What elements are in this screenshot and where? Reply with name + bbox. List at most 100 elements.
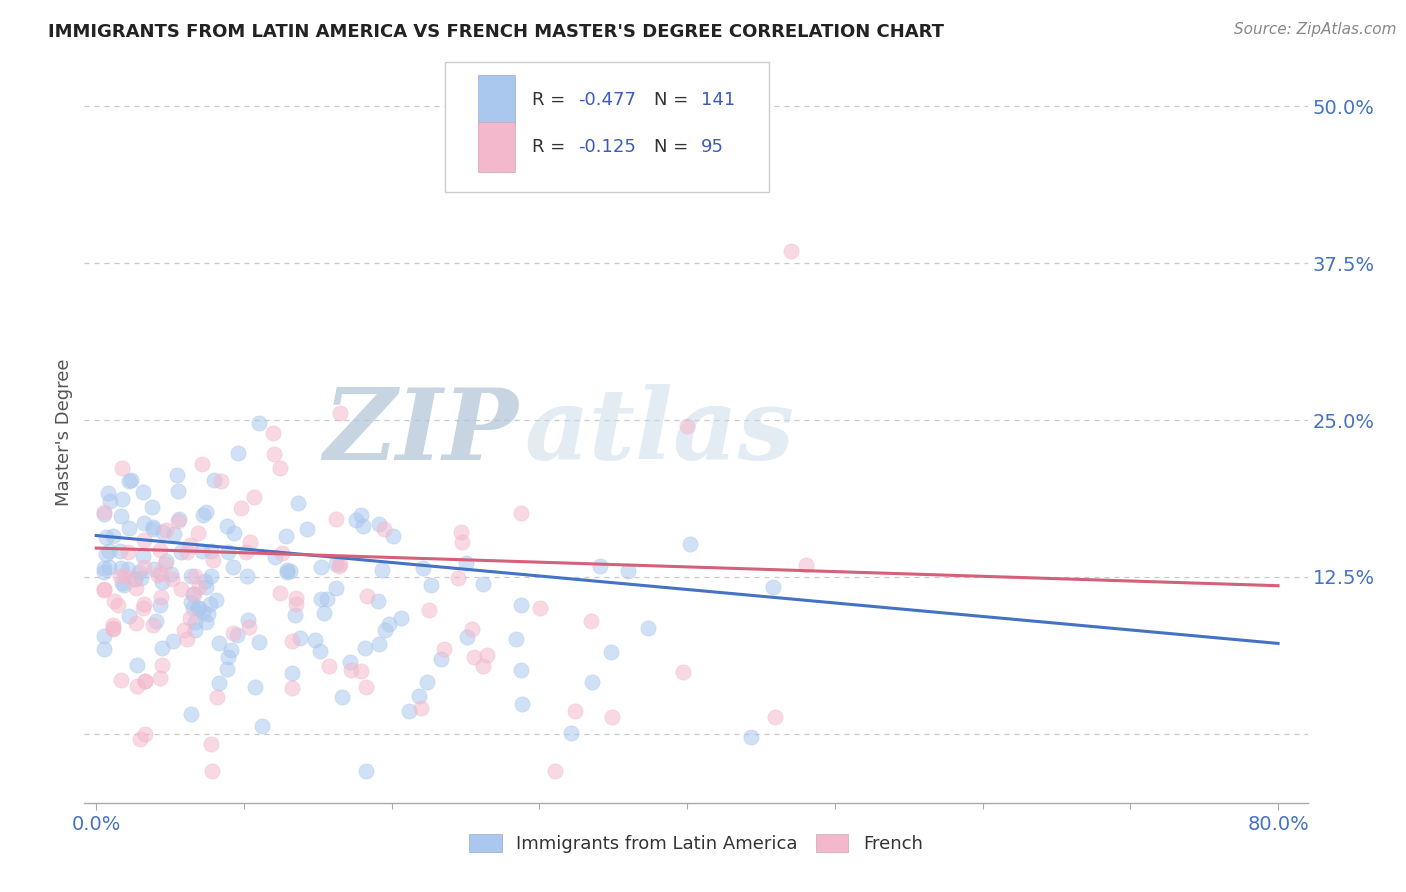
Point [231, 500, 253, 515]
Point [187, 525, 209, 540]
Point [450, 524, 472, 539]
Point [311, 592, 333, 607]
Point [125, 581, 148, 595]
Point [447, 571, 470, 585]
Point [93, 582, 115, 597]
Point [297, 522, 319, 536]
Point [309, 644, 332, 658]
Point [124, 572, 146, 586]
Point [281, 634, 304, 648]
Point [367, 637, 389, 651]
Point [187, 601, 209, 615]
Point [676, 419, 699, 434]
Point [97, 544, 120, 558]
Point [311, 560, 333, 574]
Point [134, 674, 156, 689]
Point [117, 561, 139, 575]
Point [179, 538, 201, 552]
Text: -0.125: -0.125 [578, 138, 637, 156]
Point [110, 575, 132, 590]
Point [187, 580, 209, 594]
Point [325, 581, 347, 595]
Point [160, 572, 183, 586]
Point [416, 675, 439, 690]
Point [356, 764, 378, 779]
Point [134, 727, 156, 741]
Point [475, 648, 498, 662]
Point [93, 642, 115, 657]
Point [763, 710, 786, 724]
Point [581, 674, 603, 689]
Point [148, 599, 170, 613]
FancyBboxPatch shape [478, 122, 515, 172]
Point [149, 543, 172, 558]
Point [226, 628, 249, 642]
Point [125, 679, 148, 693]
Point [217, 649, 239, 664]
Point [408, 690, 430, 704]
Point [589, 558, 612, 573]
Point [247, 416, 270, 430]
Point [200, 737, 222, 751]
Point [325, 557, 347, 571]
FancyBboxPatch shape [478, 75, 515, 125]
Point [98, 494, 121, 508]
Point [245, 681, 267, 695]
Point [146, 568, 169, 582]
Point [170, 544, 193, 558]
Point [204, 593, 226, 607]
Point [222, 559, 245, 574]
Point [176, 544, 198, 558]
Point [616, 564, 638, 578]
Point [184, 569, 207, 583]
Point [110, 560, 132, 574]
Point [762, 580, 785, 594]
Point [356, 589, 378, 603]
Text: 95: 95 [700, 138, 724, 156]
Point [118, 609, 141, 624]
Point [125, 615, 148, 630]
Point [316, 592, 339, 607]
Point [330, 690, 353, 705]
Point [456, 630, 478, 644]
Point [238, 620, 260, 634]
Point [142, 561, 165, 575]
Point [510, 663, 533, 677]
Point [183, 601, 205, 615]
Point [110, 508, 132, 523]
Point [263, 549, 285, 564]
Point [270, 546, 292, 560]
Point [418, 603, 440, 617]
Point [472, 577, 495, 591]
Point [353, 641, 375, 656]
Point [208, 636, 231, 650]
Point [288, 631, 311, 645]
Point [131, 549, 153, 563]
Point [329, 558, 352, 572]
Point [200, 569, 222, 583]
Point [183, 624, 205, 638]
Point [93, 629, 115, 643]
Point [377, 617, 399, 632]
Point [93, 507, 115, 521]
Point [382, 529, 405, 543]
Text: IMMIGRANTS FROM LATIN AMERICA VS FRENCH MASTER'S DEGREE CORRELATION CHART: IMMIGRANTS FROM LATIN AMERICA VS FRENCH … [48, 23, 943, 41]
Point [166, 514, 188, 528]
Point [112, 578, 135, 592]
Point [162, 634, 184, 648]
Point [419, 578, 441, 592]
Point [93, 582, 115, 597]
Point [111, 491, 134, 506]
Point [371, 563, 394, 577]
Point [287, 496, 309, 510]
Point [564, 704, 586, 718]
Point [510, 506, 533, 520]
Point [352, 519, 374, 533]
Point [149, 671, 172, 685]
Point [600, 710, 623, 724]
Point [794, 558, 817, 572]
Point [150, 658, 173, 673]
Text: atlas: atlas [524, 384, 794, 481]
Point [544, 764, 567, 779]
Point [197, 607, 219, 621]
